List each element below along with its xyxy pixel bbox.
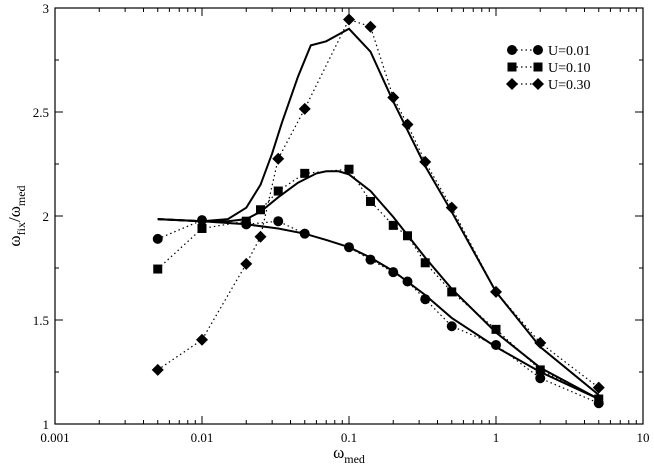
series-1-point [273, 216, 284, 227]
series-3-point [196, 333, 208, 346]
fit-curve-2 [157, 170, 600, 400]
series-3-point [272, 152, 285, 165]
series-1-point [491, 339, 501, 350]
series-2-point [447, 287, 457, 297]
x-tick-label: 0.001 [40, 430, 69, 445]
series-3-point [401, 118, 414, 131]
series-3-point [592, 381, 605, 394]
legend-label-u001: U=0.01 [548, 44, 591, 59]
legend-marker-1-right [533, 45, 543, 55]
legend-marker-2-right [533, 62, 543, 72]
legend-label-u010: U=0.10 [548, 61, 591, 76]
y-axis-label-sub2: med [14, 185, 28, 206]
series-3-point [534, 336, 547, 349]
legend-label-u030: U=0.30 [548, 78, 591, 93]
series-3-point [298, 102, 311, 115]
series-1-point [152, 233, 163, 244]
series-1-point [365, 254, 376, 265]
y-tick-label: 3 [43, 1, 50, 16]
series-3-point [254, 230, 267, 243]
x-tick-label: 0.1 [341, 430, 357, 445]
series-3-point [240, 257, 253, 270]
legend: U=0.01 U=0.10 U=0.30 [506, 44, 591, 93]
series-2-point [491, 324, 501, 334]
series-2-point [388, 220, 398, 230]
fit-curve-3 [157, 27, 600, 396]
fit-curve-1 [157, 218, 600, 400]
legend-marker-3-right [532, 78, 544, 90]
y-tick-label: 1 [43, 417, 50, 432]
series-2-point [594, 394, 604, 404]
y-axis-label-sub1: fix [14, 222, 28, 235]
series-2-point [420, 258, 430, 268]
series-3-point [387, 91, 400, 104]
series-3-point [445, 201, 458, 214]
series-3-point [490, 285, 502, 298]
series-1-point [402, 276, 413, 287]
legend-marker-2-left [507, 62, 517, 72]
series-2-point [402, 231, 412, 241]
series-3-point [343, 13, 355, 26]
series-2-point [241, 216, 251, 226]
series-2-point [273, 186, 283, 196]
x-tick-label: 0.01 [191, 430, 214, 445]
series-1-point [420, 294, 431, 305]
y-tick-label: 1.5 [33, 313, 49, 328]
x-axis-label: ωmed [333, 443, 365, 466]
series-2-point [344, 164, 354, 174]
x-axis-label-main: ω [333, 443, 344, 462]
series-2-point [300, 168, 310, 178]
y-axis-label: ωfix/ωmed [5, 185, 28, 246]
legend-marker-3-left [506, 78, 518, 90]
series-3-point [364, 20, 377, 33]
series-1-line [157, 219, 599, 404]
series-2-point [153, 264, 163, 274]
series-1-point [388, 267, 399, 278]
series-1-point [446, 321, 457, 332]
y-axis-label-main: ω [5, 235, 24, 246]
x-tick-label: 10 [637, 430, 650, 445]
plot-area [151, 13, 605, 409]
series-1-point [344, 242, 354, 253]
series-2-point [197, 223, 207, 233]
series-2-line [157, 168, 599, 400]
y-tick-label: 2.5 [33, 105, 49, 120]
legend-marker-1-left [507, 45, 517, 55]
series-1-point [197, 215, 207, 226]
series-2-point [365, 196, 375, 206]
axes: 0.001 0.01 0.1 1 10 1 1.5 2 2.5 3 [33, 1, 650, 445]
x-axis-label-sub: med [344, 452, 365, 466]
series-3-point [151, 363, 164, 376]
series-2-point [535, 365, 545, 375]
series-3-line [157, 18, 600, 389]
series-2-point [255, 205, 265, 215]
series-1-point [535, 373, 546, 384]
series-3-point [419, 155, 432, 168]
y-tick-label: 2 [43, 209, 50, 224]
x-tick-label: 1 [493, 430, 500, 445]
y-axis-label-mid: /ω [5, 206, 24, 222]
series-1-point [299, 228, 310, 239]
